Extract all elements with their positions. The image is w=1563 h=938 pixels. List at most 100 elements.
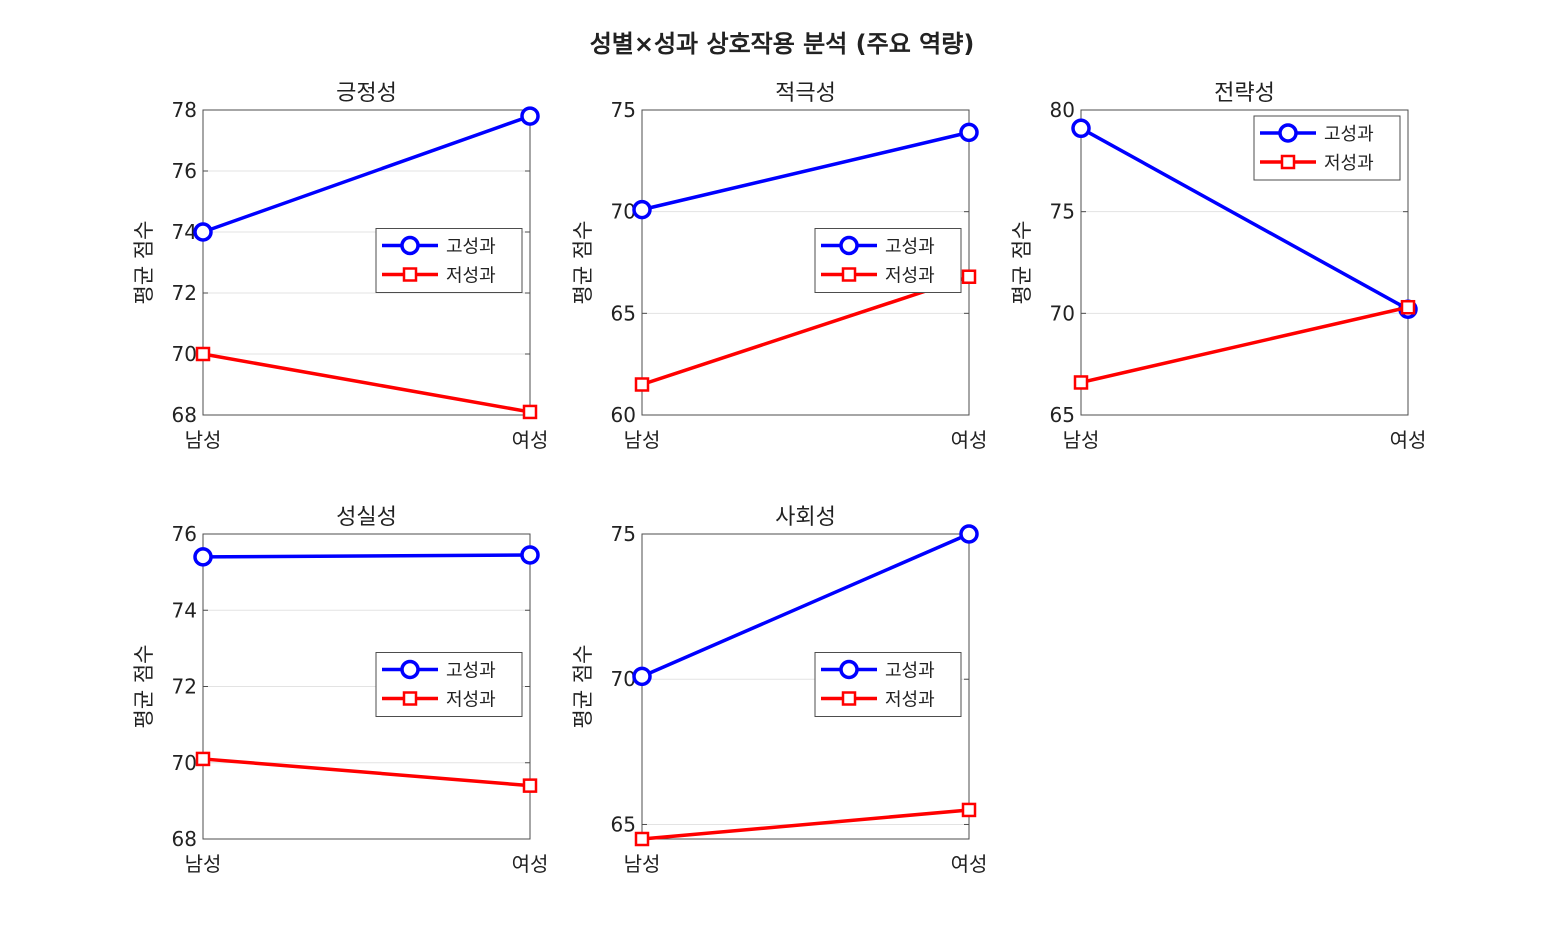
y-tick-label: 70	[611, 200, 636, 224]
y-axis-label: 평균 점수	[1010, 221, 1034, 305]
legend-box	[814, 228, 962, 293]
x-tick-label: 남성	[624, 852, 661, 876]
data-point	[634, 377, 650, 392]
data-point	[961, 802, 977, 818]
x-tick-label: 여성	[512, 428, 549, 452]
legend-swatch-marker	[402, 691, 418, 706]
y-axis-label: 평균 점수	[132, 645, 156, 729]
data-point	[193, 547, 213, 567]
legend-box	[814, 652, 962, 717]
legend-box	[1253, 115, 1401, 181]
y-tick-label: 65	[1050, 403, 1075, 427]
x-tick-label: 여성	[512, 852, 549, 876]
axes-box	[202, 109, 531, 416]
legend-label: 고성과	[446, 237, 496, 258]
y-tick-label: 70	[1050, 301, 1075, 325]
series-line-고성과	[641, 130, 970, 212]
x-tick-label: 여성	[951, 428, 988, 452]
axes-box	[641, 109, 970, 416]
axes-box	[641, 533, 970, 840]
x-tick-label: 남성	[624, 428, 661, 452]
legend-box	[375, 652, 523, 717]
y-axis-label: 평균 점수	[571, 645, 595, 729]
legend-label: 저성과	[885, 690, 935, 711]
legend-label: 저성과	[885, 266, 935, 287]
legend-swatch-marker	[839, 235, 859, 256]
y-tick-label: 74	[172, 598, 197, 622]
legend-swatch-marker	[1278, 123, 1298, 143]
legend-label: 저성과	[446, 690, 496, 711]
legend-label: 고성과	[446, 661, 496, 682]
subplot-title: 사회성	[775, 505, 836, 530]
legend-swatch-marker	[841, 267, 857, 282]
legend-label: 고성과	[1324, 124, 1374, 145]
y-tick-label: 70	[172, 342, 197, 366]
data-point	[959, 122, 979, 143]
legend-label: 저성과	[446, 266, 496, 287]
x-tick-label: 여성	[951, 852, 988, 876]
y-tick-label: 72	[172, 675, 197, 699]
subplot-title: 성실성	[336, 505, 397, 530]
series-line-저성과	[202, 757, 531, 788]
series-line-저성과	[641, 808, 970, 841]
data-point	[632, 199, 652, 220]
data-point	[195, 346, 211, 362]
data-point	[634, 831, 650, 847]
series-line-고성과	[641, 532, 970, 678]
subplot-title: 적극성	[775, 81, 836, 106]
legend-swatch-marker	[402, 267, 418, 282]
y-tick-label: 70	[172, 751, 197, 775]
x-tick-label: 남성	[1063, 428, 1100, 452]
legend-swatch-marker	[841, 691, 857, 706]
y-tick-label: 74	[172, 220, 197, 244]
series-line-고성과	[1080, 126, 1409, 311]
data-point	[520, 106, 540, 126]
legend-swatch-marker	[839, 659, 859, 680]
data-point	[520, 545, 540, 565]
legend-label: 고성과	[885, 661, 935, 682]
y-tick-label: 70	[611, 667, 636, 691]
data-point	[522, 404, 538, 420]
y-tick-label: 68	[172, 827, 197, 851]
subplot-title: 긍정성	[336, 81, 397, 106]
y-tick-label: 80	[1050, 98, 1075, 122]
axes-box	[1080, 109, 1409, 416]
legend-box	[375, 228, 523, 293]
y-tick-label: 75	[1050, 200, 1075, 224]
y-tick-label: 68	[172, 403, 197, 427]
series-line-저성과	[202, 352, 531, 414]
legend-label: 저성과	[1324, 153, 1374, 174]
y-tick-label: 75	[611, 98, 636, 122]
x-tick-label: 여성	[1390, 428, 1427, 452]
x-tick-label: 남성	[185, 428, 222, 452]
y-tick-label: 76	[172, 522, 197, 546]
series-line-고성과	[202, 114, 531, 234]
y-tick-label: 72	[172, 281, 197, 305]
data-point	[193, 222, 213, 242]
legend-label: 고성과	[885, 237, 935, 258]
legend-swatch-marker	[400, 659, 420, 680]
y-tick-label: 65	[611, 812, 636, 836]
data-point	[522, 778, 538, 793]
legend-swatch-marker	[1280, 154, 1296, 170]
x-tick-label: 남성	[185, 852, 222, 876]
data-point	[632, 666, 652, 687]
subplot-title: 전략성	[1214, 81, 1275, 106]
series-line-저성과	[641, 275, 970, 387]
data-point	[1073, 375, 1089, 390]
y-tick-label: 75	[611, 522, 636, 546]
data-point	[195, 751, 211, 767]
y-axis-label: 평균 점수	[132, 221, 156, 305]
series-line-고성과	[202, 553, 531, 559]
legend-swatch-marker	[400, 235, 420, 256]
data-point	[1071, 118, 1091, 139]
y-tick-label: 65	[611, 301, 636, 325]
